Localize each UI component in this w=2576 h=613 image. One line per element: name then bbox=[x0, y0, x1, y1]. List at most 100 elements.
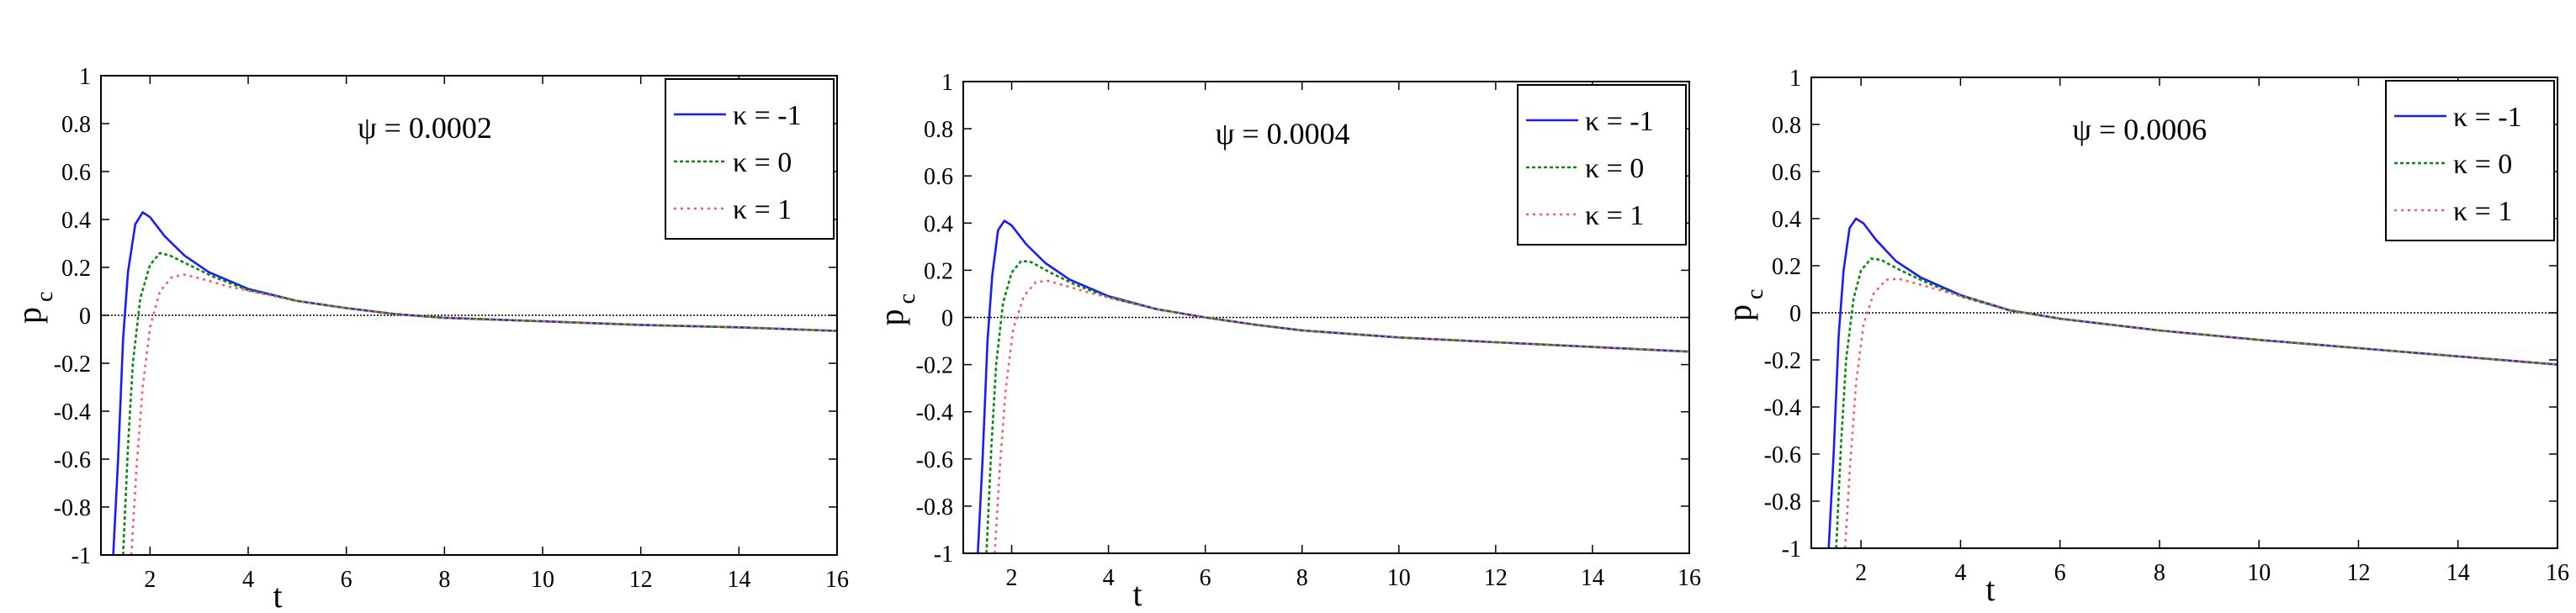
legend-box bbox=[1517, 84, 1687, 246]
chart-panel-1: 2 4 6 8 10 12 14 16 -1 -0.8 -0.6 -0.4 -0.2 0 0.2 0.4 0.6… bbox=[10, 64, 849, 613]
y-axis-label-main: p bbox=[872, 309, 910, 326]
x-tick-label: 2 bbox=[1006, 565, 1018, 591]
x-axis-label: t bbox=[1985, 570, 1995, 608]
x-tick-label: 8 bbox=[438, 567, 450, 593]
y-tick-label: 0.6 bbox=[924, 164, 953, 190]
y-tick-label: 0.4 bbox=[1772, 207, 1801, 233]
series-line-kappa-minus1 bbox=[977, 219, 1689, 553]
y-tick-label: 0.8 bbox=[924, 117, 953, 143]
x-tick-label: 4 bbox=[1103, 565, 1115, 591]
series-line-kappa-minus1 bbox=[1827, 217, 2557, 548]
series-line-kappa-0 bbox=[985, 259, 1689, 553]
x-tick-label: 4 bbox=[1954, 560, 1966, 586]
x-tick-label: 8 bbox=[1296, 565, 1308, 591]
y-axis-label: pc bbox=[10, 292, 58, 324]
y-axis-label-subscript: c bbox=[894, 293, 920, 304]
x-tick-label: 16 bbox=[2546, 560, 2569, 586]
chart-panel-2: 2 4 6 8 10 12 14 16 -1 -0.8 -0.6 -0.4 -0.2 0 0.2 0.4 0.6… bbox=[872, 70, 1701, 613]
y-axis-label: pc bbox=[872, 293, 920, 325]
legend: κ = -1 κ = 0 κ = 1 bbox=[2385, 80, 2555, 241]
series-line-kappa-1 bbox=[130, 273, 837, 555]
y-tick-label: -0.8 bbox=[1764, 489, 1801, 515]
legend-entry-label: κ = 0 bbox=[733, 147, 792, 178]
y-tick-label: 0.6 bbox=[61, 160, 91, 186]
legend-entry-label: κ = -1 bbox=[2453, 102, 2522, 133]
legend-entry-label: κ = 1 bbox=[1585, 200, 1644, 231]
y-tick-label: 1 bbox=[79, 64, 91, 90]
y-tick-label: 0.4 bbox=[61, 208, 91, 234]
series-line-kappa-1 bbox=[994, 279, 1689, 553]
x-tick-label: 6 bbox=[341, 567, 352, 593]
series-line-kappa-0 bbox=[1835, 257, 2557, 548]
x-tick-label: 14 bbox=[727, 567, 750, 593]
y-tick-label: -0.2 bbox=[1764, 348, 1801, 374]
legend: κ = -1 κ = 0 κ = 1 bbox=[1517, 84, 1687, 246]
y-tick-label: 0.8 bbox=[1772, 113, 1801, 139]
y-tick-label: -0.2 bbox=[916, 353, 953, 379]
y-tick-label: -0.2 bbox=[54, 351, 91, 378]
y-tick-label: 0.2 bbox=[1772, 254, 1801, 280]
y-axis-label-main: p bbox=[1720, 304, 1758, 321]
y-tick-label: -0.6 bbox=[1764, 442, 1801, 468]
y-axis-label-main: p bbox=[10, 307, 48, 324]
x-tick-label: 16 bbox=[1678, 565, 1701, 591]
legend-entry-label: κ = 0 bbox=[2453, 149, 2512, 180]
series-line-kappa-0 bbox=[122, 251, 837, 555]
x-axis-label: t bbox=[273, 577, 282, 613]
x-tick-label: 14 bbox=[1581, 565, 1604, 591]
y-tick-label: -0.8 bbox=[916, 494, 953, 521]
y-tick-label: -0.4 bbox=[916, 400, 953, 426]
y-axis-label: pc bbox=[1720, 289, 1768, 321]
series-line-kappa-minus1 bbox=[112, 211, 837, 555]
y-tick-label: -0.4 bbox=[54, 399, 91, 425]
x-tick-label: 12 bbox=[629, 567, 653, 593]
y-tick-label: 0 bbox=[79, 304, 91, 330]
y-tick-label: -0.4 bbox=[1764, 395, 1801, 421]
y-tick-label: 0.2 bbox=[61, 256, 91, 282]
legend-entry-label: κ = 1 bbox=[2453, 196, 2512, 227]
legend-box bbox=[665, 78, 835, 240]
x-tick-label: 16 bbox=[825, 567, 849, 593]
y-tick-label: 0 bbox=[1789, 301, 1801, 327]
x-tick-label: 2 bbox=[1855, 560, 1867, 586]
y-tick-label: -0.6 bbox=[54, 447, 91, 473]
x-tick-label: 12 bbox=[2346, 560, 2370, 586]
x-tick-label: 6 bbox=[1200, 565, 1211, 591]
series-line-kappa-1 bbox=[1843, 277, 2557, 548]
y-tick-label: -1 bbox=[934, 542, 953, 568]
y-tick-label: 0.4 bbox=[924, 211, 953, 237]
x-tick-label: 8 bbox=[2154, 560, 2165, 586]
legend: κ = -1 κ = 0 κ = 1 bbox=[665, 78, 835, 240]
x-tick-label: 10 bbox=[2247, 560, 2271, 586]
psi-annotation: ψ = 0.0006 bbox=[2072, 113, 2207, 146]
legend-entry-label: κ = -1 bbox=[733, 100, 802, 131]
y-tick-label: -0.8 bbox=[54, 495, 91, 521]
x-tick-label: 2 bbox=[144, 567, 156, 593]
legend-entry-label: κ = -1 bbox=[1585, 106, 1654, 137]
x-tick-label: 12 bbox=[1484, 565, 1508, 591]
y-axis-label-subscript: c bbox=[32, 292, 58, 302]
x-tick-label: 10 bbox=[1387, 565, 1411, 591]
chart-panel-3: 2 4 6 8 10 12 14 16 -1 -0.8 -0.6 -0.4 -0.2 0 0.2 0.4 0.6… bbox=[1720, 66, 2569, 608]
legend-box bbox=[2385, 80, 2555, 241]
y-tick-label: 0.8 bbox=[61, 112, 91, 138]
x-tick-label: 10 bbox=[531, 567, 554, 593]
y-tick-label: 0.2 bbox=[924, 258, 953, 284]
psi-annotation: ψ = 0.0002 bbox=[358, 111, 492, 145]
legend-entry-label: κ = 0 bbox=[1585, 153, 1644, 184]
y-tick-label: 0.6 bbox=[1772, 160, 1801, 186]
y-tick-label: -0.6 bbox=[916, 447, 953, 473]
y-axis-label-subscript: c bbox=[1742, 289, 1768, 299]
x-tick-label: 6 bbox=[2054, 560, 2066, 586]
x-axis-label: t bbox=[1133, 575, 1142, 613]
y-tick-label: 1 bbox=[941, 70, 953, 96]
y-tick-label: 0 bbox=[941, 306, 953, 332]
y-tick-label: -1 bbox=[72, 543, 91, 569]
psi-annotation: ψ = 0.0004 bbox=[1216, 117, 1350, 151]
legend-entry-label: κ = 1 bbox=[733, 194, 792, 225]
y-tick-label: -1 bbox=[1782, 536, 1801, 563]
y-tick-label: 1 bbox=[1789, 66, 1801, 92]
x-tick-label: 14 bbox=[2446, 560, 2470, 586]
x-tick-label: 4 bbox=[242, 567, 254, 593]
